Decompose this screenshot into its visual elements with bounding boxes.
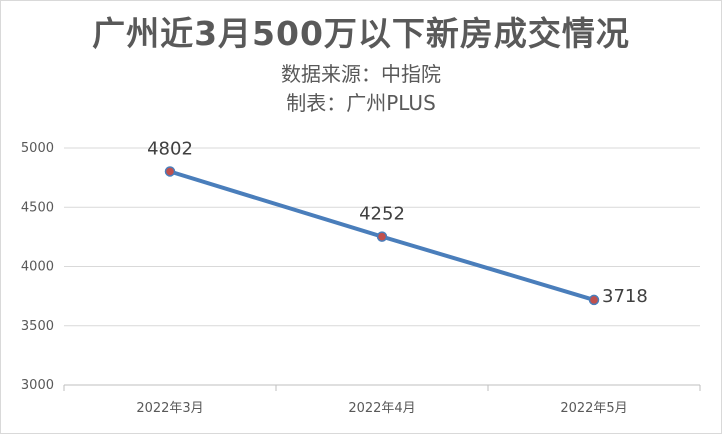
y-tick-label: 3000 <box>21 378 54 393</box>
data-point <box>164 166 176 177</box>
data-point <box>588 294 600 306</box>
data-label: 3718 <box>602 286 648 307</box>
data-labels: 4802 4252 3718 <box>147 138 648 306</box>
gridlines <box>64 147 700 327</box>
y-tick-label: 3500 <box>21 319 54 334</box>
x-axis-tick-labels: 2022年3月 2022年4月 2022年5月 <box>136 401 627 416</box>
x-axis <box>63 384 701 391</box>
chart-subtitle-author: 制表：广州PLUS <box>286 91 436 115</box>
data-label: 4252 <box>359 204 405 225</box>
data-points <box>164 166 600 306</box>
y-tick-label: 4000 <box>21 260 54 275</box>
y-axis-tick-labels: 3000 3500 4000 4500 5000 <box>21 141 54 393</box>
y-tick-label: 5000 <box>21 141 54 156</box>
x-tick-label: 2022年4月 <box>348 401 415 416</box>
data-label: 4802 <box>147 138 193 159</box>
chart-subtitle-source: 数据来源：中指院 <box>281 62 441 86</box>
data-point <box>376 231 388 242</box>
chart-title: 广州近3月500万以下新房成交情况 <box>92 14 630 53</box>
x-tick-label: 2022年3月 <box>136 401 203 416</box>
x-tick-label: 2022年5月 <box>560 401 627 416</box>
y-tick-label: 4500 <box>21 200 54 215</box>
